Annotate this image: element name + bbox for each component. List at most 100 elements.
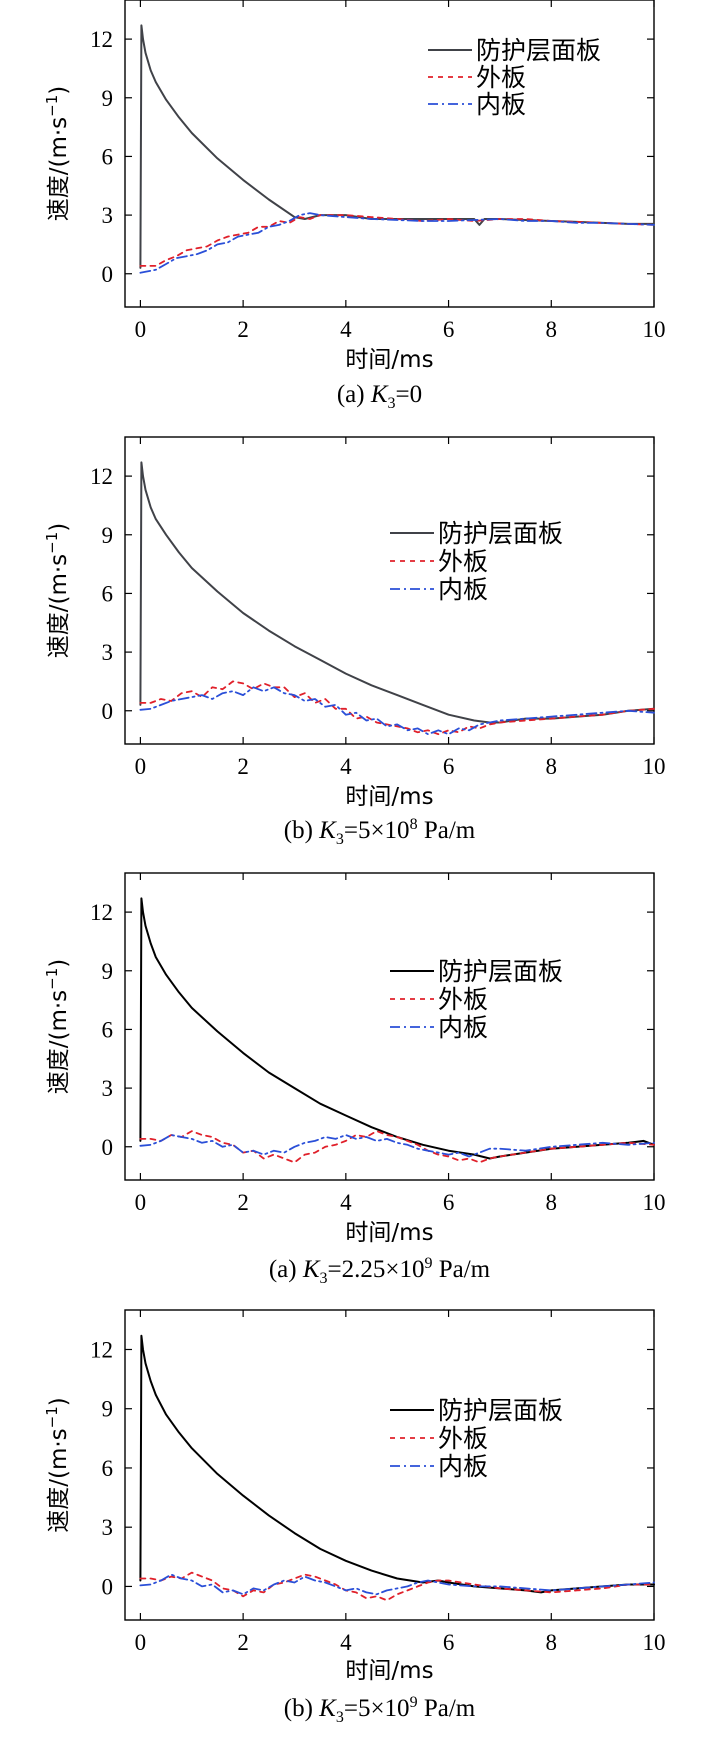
plot-area-frame <box>124 436 655 745</box>
series-line-2 <box>139 1130 655 1164</box>
x-axis-label: 时间/ms <box>345 784 433 810</box>
caption-exponent: 9 <box>410 1694 418 1711</box>
panel-caption: (b) K3=5×108 Pa/m <box>284 816 476 848</box>
legend-label-2: 外板 <box>438 547 488 576</box>
y-tick-label: 12 <box>90 900 113 925</box>
legend-label-3: 内板 <box>438 1013 488 1042</box>
x-tick-label: 10 <box>643 754 666 779</box>
x-tick-label: 10 <box>643 1190 666 1215</box>
caption-value: =5×10 <box>344 1695 410 1722</box>
x-tick-label: 8 <box>546 1630 558 1655</box>
y-axis-label-close: ) <box>46 1397 72 1406</box>
panel-caption: (a) K3=0 <box>337 381 422 412</box>
legend-label-2: 外板 <box>476 63 526 92</box>
y-axis-label-close: ) <box>46 959 72 968</box>
x-tick-label: 8 <box>546 754 558 779</box>
plot-area-frame <box>124 0 655 308</box>
y-axis-label-main: 速度/(m·s <box>46 1428 72 1532</box>
caption-unit: Pa/m <box>432 1256 490 1283</box>
x-tick-label: 0 <box>135 754 147 779</box>
y-tick-label: 6 <box>102 144 114 169</box>
legend-label-3: 内板 <box>476 90 526 119</box>
plot-area-frame <box>124 872 655 1181</box>
legend-label-1: 防护层面板 <box>438 957 563 986</box>
y-axis-label: 速度/(m·s−1) <box>43 959 72 1095</box>
caption-value: =5×10 <box>344 817 410 844</box>
y-tick-label: 9 <box>102 959 114 984</box>
caption-value: =2.25×10 <box>328 1256 425 1283</box>
y-tick-label: 3 <box>102 1515 114 1540</box>
x-tick-label: 6 <box>443 754 455 779</box>
x-tick-label: 4 <box>340 754 352 779</box>
caption-unit: Pa/m <box>418 1695 476 1722</box>
legend-label-2: 外板 <box>438 985 488 1014</box>
series-line-3 <box>139 212 655 274</box>
series-line-2 <box>139 680 655 736</box>
y-tick-label: 6 <box>102 1456 114 1481</box>
caption-exponent: 8 <box>410 816 418 833</box>
legend-label-1: 防护层面板 <box>438 519 563 548</box>
x-tick-label: 4 <box>340 317 352 342</box>
y-axis-label-exponent: −1 <box>43 968 61 990</box>
series-line-2 <box>139 1571 655 1602</box>
caption-subscript: 3 <box>388 395 396 412</box>
y-tick-label: 3 <box>102 203 114 228</box>
x-tick-label: 0 <box>135 1190 147 1215</box>
x-axis-label: 时间/ms <box>345 1658 433 1684</box>
caption-value: =0 <box>396 381 423 408</box>
x-tick-label: 2 <box>237 1190 249 1215</box>
series-line-1 <box>139 461 655 724</box>
y-tick-label: 9 <box>102 86 114 111</box>
series-line-3 <box>139 1573 655 1596</box>
y-axis-label-main: 速度/(m·s <box>46 990 72 1094</box>
caption-prefix: (a) <box>337 381 371 408</box>
y-tick-label: 12 <box>90 464 113 489</box>
caption-prefix: (a) <box>269 1256 303 1283</box>
legend-label-2: 外板 <box>438 1424 488 1453</box>
caption-prefix: (b) <box>284 1695 319 1722</box>
x-tick-label: 2 <box>237 1630 249 1655</box>
y-axis-label: 速度/(m·s−1) <box>43 523 72 659</box>
x-tick-label: 10 <box>643 317 666 342</box>
y-axis-label: 速度/(m·s−1) <box>43 86 72 222</box>
y-tick-label: 12 <box>90 27 113 52</box>
series-line-2 <box>139 214 655 267</box>
x-tick-label: 8 <box>546 1190 558 1215</box>
caption-variable: K <box>370 381 389 408</box>
legend-label-3: 内板 <box>438 575 488 604</box>
x-tick-label: 6 <box>443 317 455 342</box>
x-tick-label: 2 <box>237 754 249 779</box>
series-line-1 <box>139 897 655 1160</box>
y-axis-label-main: 速度/(m·s <box>46 554 72 658</box>
y-tick-label: 0 <box>102 262 114 287</box>
y-tick-label: 9 <box>102 523 114 548</box>
caption-subscript: 3 <box>336 1709 344 1726</box>
x-tick-label: 6 <box>443 1190 455 1215</box>
y-tick-label: 6 <box>102 1017 114 1042</box>
legend-label-1: 防护层面板 <box>438 1396 563 1425</box>
caption-subscript: 3 <box>320 1270 328 1287</box>
y-axis-label-main: 速度/(m·s <box>46 117 72 221</box>
caption-variable: K <box>318 1695 337 1722</box>
x-tick-label: 4 <box>340 1190 352 1215</box>
x-tick-label: 10 <box>643 1630 666 1655</box>
y-axis-label-close: ) <box>46 523 72 532</box>
panel-caption: (a) K3=2.25×109 Pa/m <box>269 1255 491 1287</box>
x-tick-label: 8 <box>546 317 558 342</box>
y-tick-label: 0 <box>102 1135 114 1160</box>
x-axis-label: 时间/ms <box>345 347 433 373</box>
y-tick-label: 3 <box>102 1076 114 1101</box>
y-axis-label: 速度/(m·s−1) <box>43 1397 72 1533</box>
y-tick-label: 9 <box>102 1397 114 1422</box>
x-tick-label: 2 <box>237 317 249 342</box>
y-axis-label-exponent: −1 <box>43 532 61 554</box>
y-tick-label: 0 <box>102 1574 114 1599</box>
